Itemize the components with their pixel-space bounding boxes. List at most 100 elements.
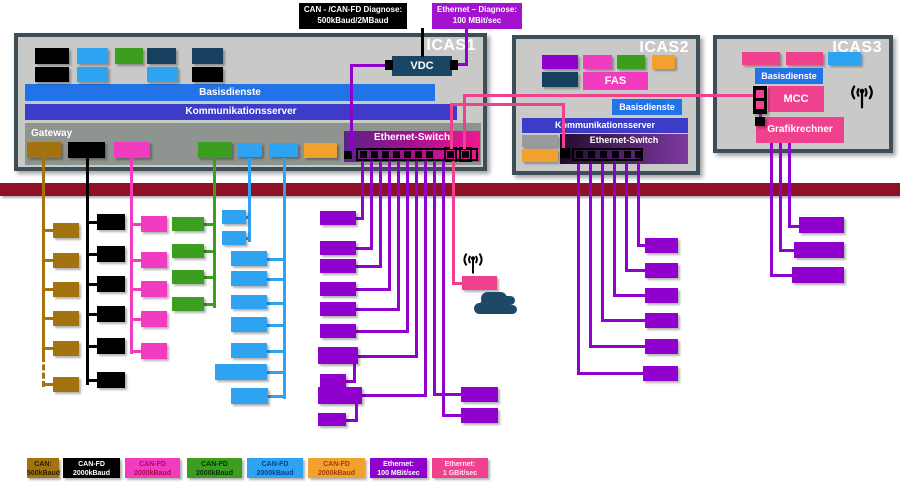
stub — [204, 303, 213, 306]
device-box — [222, 210, 246, 224]
stub — [89, 313, 97, 316]
mcc-box: MCC — [768, 86, 824, 112]
legend-item-line1: CAN-FD — [323, 461, 350, 468]
grafikrechner-box: Grafikrechner — [756, 117, 844, 143]
stub — [356, 265, 381, 268]
legend-item-line2: 2000kBaud — [256, 470, 294, 478]
device-box — [222, 231, 246, 245]
legend-item-line2: 2000kBaud — [196, 470, 233, 478]
eth-line — [433, 161, 436, 396]
device-box — [231, 251, 267, 266]
eth-line — [406, 161, 409, 333]
legend: CAN: 500kBaud CAN-FD 2000kBaud CAN-FD 2000kBa… — [0, 455, 900, 486]
legend-item-line1: CAN-FD — [139, 461, 166, 468]
ethernet-diagnose-line1: Ethernet – Diagnose: — [436, 5, 517, 14]
legend-item: Ethernet: 100 MBit/sec — [370, 458, 427, 478]
stub — [358, 355, 418, 358]
stub — [204, 223, 213, 226]
eth-line — [770, 143, 773, 277]
device-box — [53, 377, 79, 392]
chain-line — [353, 358, 356, 383]
ethernet-diagnose-label: Ethernet – Diagnose: 100 MBit/sec — [432, 3, 522, 29]
bus-canfd-black — [86, 158, 89, 385]
stub — [782, 249, 794, 252]
device-box — [215, 364, 267, 380]
eth-line — [442, 161, 445, 417]
device-box — [97, 276, 125, 292]
eth-line — [613, 164, 616, 297]
device-box — [141, 343, 167, 359]
icas1-kommunikationsserver-bar: Kommunikationsserver — [25, 104, 457, 120]
legend-item-line1: Ethernet: — [444, 461, 476, 468]
icas3-basisdienste-bar: Basisdienste — [755, 68, 823, 84]
stub — [773, 274, 792, 277]
device-box — [320, 259, 356, 273]
icas2-title: ICAS2 — [639, 39, 689, 56]
legend-item: Ethernet: 1 GBit/sec — [432, 458, 488, 478]
stub — [356, 217, 363, 220]
stub — [246, 237, 250, 240]
stub — [133, 288, 141, 291]
device-box — [645, 288, 678, 303]
icas2-basisdienste-bar: Basisdienste — [612, 99, 682, 115]
legend-item-line2: 500kBaud — [27, 470, 61, 478]
legend-item-line1: CAN-FD — [201, 461, 228, 468]
cloud-icon — [480, 297, 510, 314]
stub — [616, 294, 645, 297]
device-box — [172, 217, 204, 231]
device-box — [53, 223, 79, 238]
stub — [45, 259, 53, 262]
stub — [267, 350, 283, 353]
device-box — [53, 311, 79, 326]
eth-line — [577, 164, 580, 375]
can-diagnose-line2: 500kBaud/2MBaud — [317, 15, 389, 25]
eth-line — [370, 161, 373, 250]
stub — [592, 345, 645, 348]
stub — [89, 283, 97, 286]
device-box — [231, 317, 267, 332]
stub — [89, 379, 97, 382]
stub — [346, 380, 356, 383]
icas2-kommunikationsserver-bar: Kommunikationsserver — [522, 118, 688, 133]
stub — [89, 345, 97, 348]
chain-line — [355, 397, 358, 422]
eth-line — [379, 161, 382, 268]
stub — [89, 221, 97, 224]
stub — [580, 372, 643, 375]
eth-line — [637, 164, 640, 247]
device-box — [461, 387, 498, 402]
can-diagnose-line1: CAN - /CAN-FD Diagnose: — [303, 5, 403, 14]
bus-canfd-blue-b — [283, 158, 286, 399]
backbone-bar — [0, 183, 900, 196]
stub — [45, 383, 53, 386]
device-box — [172, 297, 204, 311]
device-box — [97, 372, 125, 388]
stub — [246, 216, 250, 219]
device-box — [318, 347, 358, 364]
stub — [267, 395, 283, 398]
legend-item: CAN-FD 2000kBaud — [247, 458, 303, 478]
eth-line — [788, 143, 791, 228]
stub — [346, 419, 358, 422]
device-box — [645, 313, 678, 328]
stub — [455, 282, 462, 285]
device-box — [792, 267, 844, 283]
device-box — [645, 238, 678, 253]
legend-item-line1: CAN-FD — [261, 461, 289, 468]
stub — [45, 347, 53, 350]
device-box — [320, 374, 346, 387]
legend-item-line2: 100 MBit/sec — [377, 470, 420, 478]
device-box — [53, 341, 79, 356]
gateway-label: Gateway — [31, 128, 73, 139]
wifi-icon — [463, 253, 483, 274]
device-box — [320, 282, 356, 296]
device-box — [231, 295, 267, 309]
device-box — [320, 324, 356, 338]
ap-line — [452, 161, 455, 285]
eth-line — [589, 164, 592, 348]
wifi-ap-box — [462, 276, 497, 290]
eth-line — [625, 164, 628, 272]
stub — [791, 225, 799, 228]
bus-can500-dashed — [42, 356, 45, 387]
